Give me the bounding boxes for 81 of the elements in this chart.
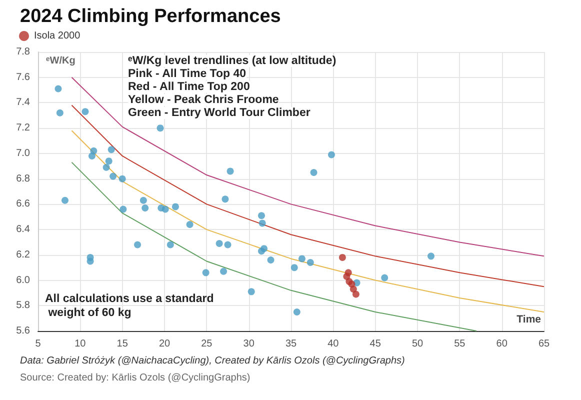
x-tick-label: 45 xyxy=(370,338,382,350)
x-tick-label: 50 xyxy=(412,338,424,350)
annotation: All calculations use a standard weight of 60 kg xyxy=(45,293,214,319)
point xyxy=(172,203,179,210)
chart-title: 2024 Climbing Performances xyxy=(20,6,281,27)
x-tick-label: 65 xyxy=(538,338,550,350)
annotation: Red - All Time Top 200 xyxy=(128,81,250,93)
point xyxy=(352,290,360,298)
x-axis-title: Time xyxy=(516,314,542,326)
x-tick-label: 20 xyxy=(158,338,170,350)
point xyxy=(224,241,232,248)
point xyxy=(142,204,149,212)
point xyxy=(202,269,210,276)
point xyxy=(140,196,147,204)
point xyxy=(56,109,64,116)
point xyxy=(381,274,388,282)
x-tick-label: 5 xyxy=(35,338,42,350)
y-tick-label: 7.2 xyxy=(16,122,30,134)
point xyxy=(156,124,164,132)
point xyxy=(258,212,265,220)
y-tick-label: 7.8 xyxy=(16,46,30,58)
annotation: Pink - All Time Top 40 xyxy=(128,68,246,80)
x-tick-label: 25 xyxy=(201,338,213,350)
y-tick-label: 6.0 xyxy=(16,274,30,286)
point xyxy=(267,256,274,264)
point xyxy=(328,151,335,158)
source-note: Source: Created by: Kārlis Ozols (@CyclingGraphs) xyxy=(20,372,250,384)
point xyxy=(118,175,126,182)
annotation: Yellow - Peak Chris Froome xyxy=(128,94,279,106)
point xyxy=(54,85,62,92)
y-tick-label: 6.8 xyxy=(16,173,30,184)
point xyxy=(186,220,194,228)
point xyxy=(222,196,229,203)
annotation: ᵉW/Kg level trendlines (at low altitude) xyxy=(128,55,336,67)
point xyxy=(428,252,434,260)
line-series xyxy=(71,104,544,288)
point xyxy=(166,241,174,248)
y-tick-label: 7.0 xyxy=(16,148,30,159)
point xyxy=(82,108,89,116)
y-axis-title: ᵉW/Kg xyxy=(46,56,76,66)
point xyxy=(220,268,228,275)
y-tick-label: 7.4 xyxy=(16,97,30,108)
y-tick-label: 5.8 xyxy=(16,300,30,312)
point xyxy=(108,146,115,154)
point xyxy=(290,264,298,272)
text: Data: Gabriel Stróżyk (@NaichacaCycling), Created by Kārlis Ozols (@CyclingGraphs) xyxy=(20,356,405,366)
point xyxy=(248,288,255,296)
point xyxy=(350,286,357,293)
point xyxy=(216,240,223,247)
point xyxy=(86,258,94,265)
y-tick-label: 6.2 xyxy=(16,249,30,260)
point xyxy=(306,259,314,266)
point xyxy=(134,241,142,248)
point xyxy=(343,272,350,280)
point xyxy=(105,158,112,165)
point xyxy=(338,254,346,261)
annotation: Green - Entry World Tour Climber xyxy=(128,107,311,119)
point xyxy=(258,220,266,227)
point xyxy=(258,248,265,255)
y-tick-label: 6.6 xyxy=(16,198,30,210)
x-tick-label: 35 xyxy=(285,338,297,350)
point xyxy=(298,255,306,262)
legend-label: Isola 2000 xyxy=(34,30,81,42)
x-tick-label: 55 xyxy=(454,338,466,350)
x-tick-label: 60 xyxy=(496,338,508,350)
x-tick-label: 10 xyxy=(74,338,86,350)
point xyxy=(88,152,96,160)
y-tick-label: 6.4 xyxy=(16,224,30,236)
point xyxy=(310,168,318,176)
point xyxy=(120,206,127,213)
point xyxy=(226,168,234,175)
x-tick-label: 40 xyxy=(328,338,340,350)
point xyxy=(293,308,300,316)
y-tick-label: 7.6 xyxy=(16,72,30,83)
x-tick-label: 15 xyxy=(116,338,128,350)
y-tick-label: 5.6 xyxy=(16,326,30,336)
point xyxy=(110,172,117,180)
point xyxy=(102,164,110,171)
point xyxy=(61,196,68,204)
point xyxy=(162,206,169,213)
x-tick-label: 30 xyxy=(243,338,255,350)
